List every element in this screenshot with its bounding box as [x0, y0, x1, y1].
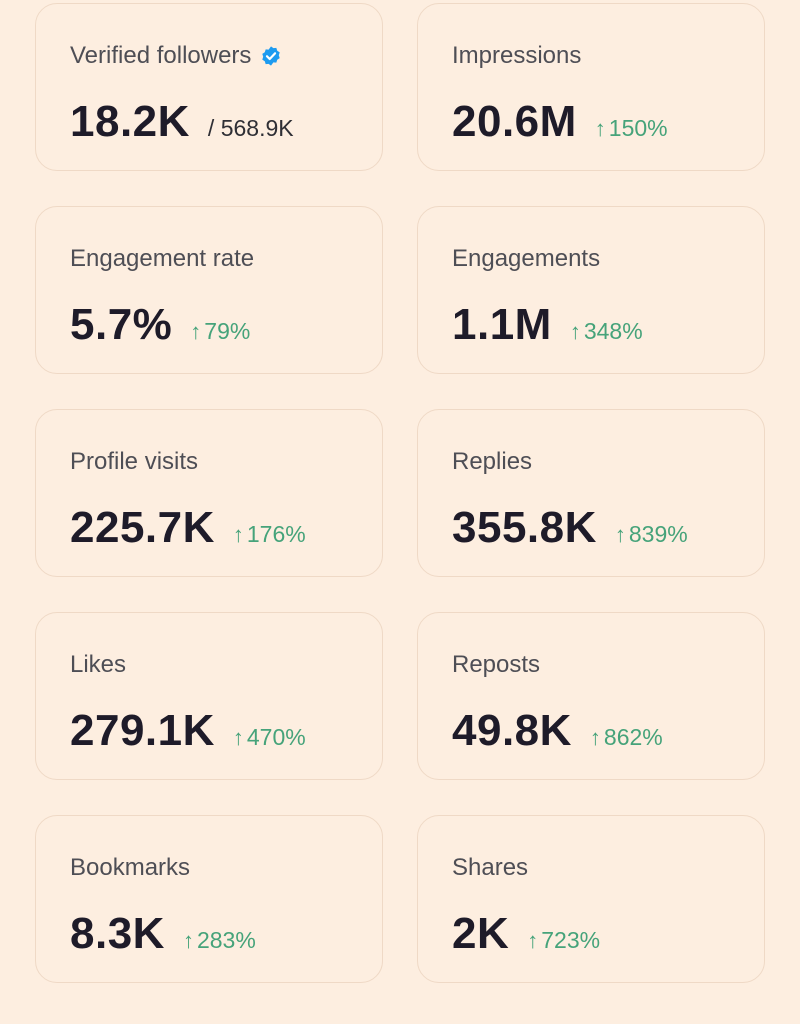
card-value: 2K — [452, 909, 510, 958]
change-indicator: ↑ 79% — [190, 318, 250, 345]
card-value: 355.8K — [452, 503, 597, 552]
card-total: / 568.9K — [207, 115, 294, 141]
card-likes[interactable]: Likes 279.1K ↑ 470% — [35, 612, 383, 780]
card-value: 1.1M — [452, 300, 552, 349]
card-label: Bookmarks — [70, 854, 191, 881]
change-percent: 79% — [204, 318, 251, 344]
arrow-up-icon: ↑ — [589, 725, 601, 750]
change-indicator: ↑ 839% — [615, 521, 688, 548]
change-percent: 839% — [628, 521, 688, 547]
card-bookmarks[interactable]: Bookmarks 8.3K ↑ 283% — [35, 815, 383, 983]
arrow-up-icon: ↑ — [190, 319, 202, 344]
change-percent: 862% — [603, 724, 663, 750]
card-impressions[interactable]: Impressions 20.6M ↑ 150% — [417, 3, 765, 171]
card-profile-visits[interactable]: Profile visits 225.7K ↑ 176% — [35, 409, 383, 577]
card-engagements[interactable]: Engagements 1.1M ↑ 348% — [417, 206, 765, 374]
change-indicator: ↑ 150% — [595, 115, 668, 142]
card-label: Likes — [70, 651, 127, 678]
card-label: Profile visits — [70, 448, 199, 475]
card-value: 49.8K — [452, 706, 572, 755]
card-shares[interactable]: Shares 2K ↑ 723% — [417, 815, 765, 983]
card-value: 279.1K — [70, 706, 215, 755]
change-percent: 723% — [541, 927, 601, 953]
arrow-up-icon: ↑ — [569, 319, 581, 344]
change-percent: 150% — [608, 115, 668, 141]
change-indicator: ↑ 348% — [570, 318, 643, 345]
verified-badge-icon — [260, 45, 282, 67]
card-value: 18.2K — [70, 97, 190, 146]
card-value: 8.3K — [70, 909, 165, 958]
card-label: Impressions — [452, 42, 582, 69]
card-value: 225.7K — [70, 503, 215, 552]
arrow-up-icon: ↑ — [232, 725, 244, 750]
card-replies[interactable]: Replies 355.8K ↑ 839% — [417, 409, 765, 577]
change-percent: 348% — [583, 318, 643, 344]
arrow-up-icon: ↑ — [594, 116, 606, 141]
card-verified-followers[interactable]: Verified followers 18.2K / 568.9K — [35, 3, 383, 171]
change-percent: 176% — [246, 521, 306, 547]
card-label: Engagement rate — [70, 245, 255, 272]
change-percent: 283% — [196, 927, 256, 953]
arrow-up-icon: ↑ — [614, 522, 626, 547]
change-indicator: ↑ 470% — [233, 724, 306, 751]
card-label: Shares — [452, 854, 529, 881]
card-label: Reposts — [452, 651, 541, 678]
card-reposts[interactable]: Reposts 49.8K ↑ 862% — [417, 612, 765, 780]
change-indicator: ↑ 862% — [590, 724, 663, 751]
card-value: 5.7% — [70, 300, 173, 349]
card-value: 20.6M — [452, 97, 577, 146]
arrow-up-icon: ↑ — [232, 522, 244, 547]
change-indicator: ↑ 176% — [233, 521, 306, 548]
card-label: Replies — [452, 448, 533, 475]
change-percent: 470% — [246, 724, 306, 750]
arrow-up-icon: ↑ — [182, 928, 194, 953]
arrow-up-icon: ↑ — [527, 928, 539, 953]
card-engagement-rate[interactable]: Engagement rate 5.7% ↑ 79% — [35, 206, 383, 374]
change-indicator: ↑ 283% — [183, 927, 256, 954]
change-indicator: ↑ 723% — [527, 927, 600, 954]
card-label: Engagements — [452, 245, 601, 272]
card-label: Verified followers — [70, 42, 252, 69]
